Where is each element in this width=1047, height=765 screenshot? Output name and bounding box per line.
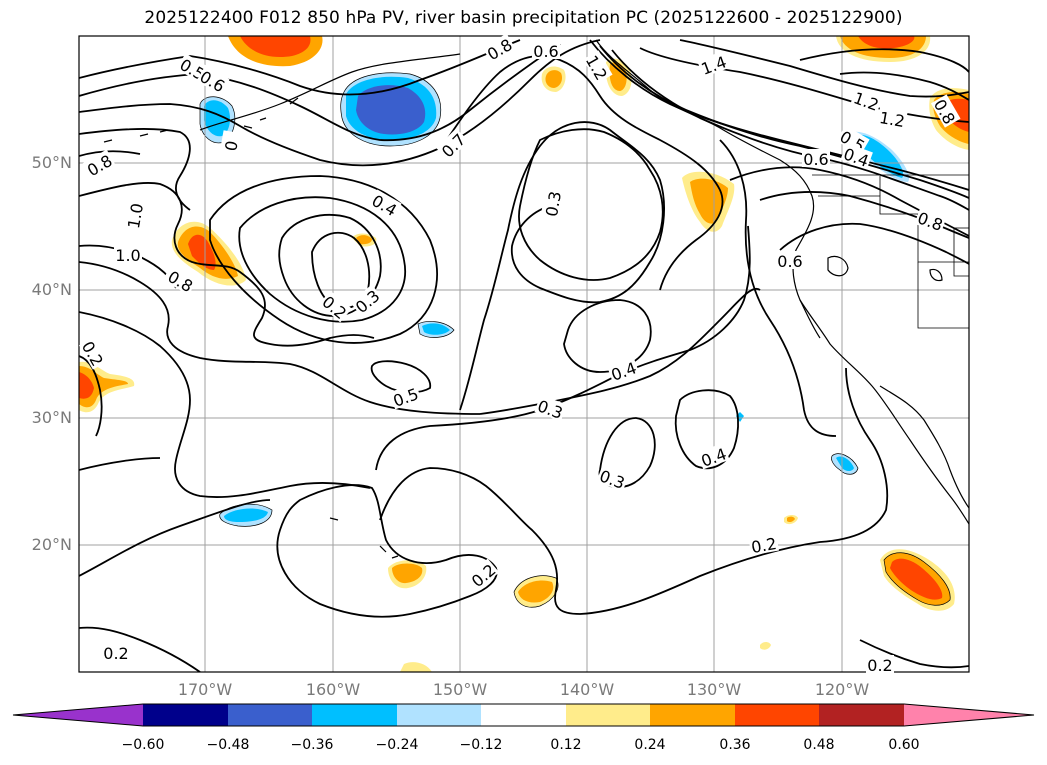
colorbar-extend-max xyxy=(904,704,1034,726)
colorbar-segment xyxy=(481,704,566,726)
colorbar-tick-label: −0.48 xyxy=(206,737,250,753)
colorbar-segment xyxy=(735,704,819,726)
contour-label-background xyxy=(596,464,629,492)
contour-label: 0.6 xyxy=(533,42,558,61)
positive-anomaly-shading xyxy=(79,36,969,672)
contour-label-background xyxy=(697,50,730,78)
colorbar-extend-min xyxy=(13,704,143,726)
contour-label-background xyxy=(532,41,560,59)
contour-label-background xyxy=(102,643,130,661)
contour-label-background xyxy=(914,206,947,234)
contour-label: 0.2 xyxy=(867,656,892,675)
contour-label-background xyxy=(368,189,402,220)
colorbar-tick-label: 0.24 xyxy=(634,737,666,753)
contour-label-background xyxy=(350,284,384,317)
contour-label-background xyxy=(82,149,116,180)
contour-label: 0.2 xyxy=(750,534,778,557)
contour-label: 1.0 xyxy=(124,202,147,230)
colorbar-outline xyxy=(12,703,1035,727)
contour-label-background xyxy=(802,149,830,167)
lat-tick-label: 50°N xyxy=(31,153,72,172)
lat-tick-label: 20°N xyxy=(31,535,72,554)
lat-tick-label: 40°N xyxy=(31,280,72,299)
lon-tick-label: 130°W xyxy=(686,680,742,699)
contour-label-background xyxy=(540,188,564,220)
contour-label-background xyxy=(114,245,142,263)
contour-label: 0.2 xyxy=(103,644,128,663)
contour-label-background xyxy=(697,442,730,470)
figure-title: 2025122400 F012 850 hPa PV, river basin … xyxy=(144,8,903,28)
contour-label: 0.6 xyxy=(777,252,802,271)
contour-label-background xyxy=(218,130,242,162)
contour-label-background xyxy=(436,128,469,161)
colorbar xyxy=(12,703,1035,727)
colorbar-tick-label: 0.48 xyxy=(803,737,835,753)
political-borders xyxy=(812,174,969,329)
colorbar-tick-label: −0.60 xyxy=(121,737,165,753)
colorbar-tick-label: −0.12 xyxy=(459,737,503,753)
lon-tick-label: 160°W xyxy=(305,680,361,699)
contour-label-background xyxy=(482,33,516,64)
colorbar-segment xyxy=(143,704,228,726)
colorbar-segment xyxy=(650,704,735,726)
contour-label-background xyxy=(748,532,780,556)
contour-label-background xyxy=(850,86,883,114)
contour-label: 0.3 xyxy=(542,190,565,218)
colorbar-segment xyxy=(397,704,481,726)
contour-label-background xyxy=(122,200,146,232)
contour-labels: 0.50.601.00.80.70.80.61.21.41.21.20.80.5… xyxy=(78,33,961,675)
pv-contours xyxy=(79,39,969,672)
contour-label-background xyxy=(876,106,908,130)
contour-label-background xyxy=(466,558,500,591)
map-frame xyxy=(78,35,970,673)
contour-label-background xyxy=(318,290,352,323)
lon-tick-label: 140°W xyxy=(559,680,615,699)
contour-label: 0.6 xyxy=(803,150,828,169)
contour-label: 0 xyxy=(221,139,241,152)
colorbar-tick-label: −0.36 xyxy=(290,737,334,753)
colorbar-segment xyxy=(312,704,397,726)
lon-tick-label: 150°W xyxy=(432,680,488,699)
colorbar-tick-label: −0.24 xyxy=(375,737,419,753)
colorbar-tick-label: 0.60 xyxy=(888,737,920,753)
contour-label-background xyxy=(78,336,109,370)
lon-tick-label: 170°W xyxy=(177,680,233,699)
contour-label: 1.0 xyxy=(115,246,140,265)
contour-label-background xyxy=(776,251,804,269)
colorbar-segment xyxy=(566,704,650,726)
contour-label-background xyxy=(930,94,961,128)
lon-tick-label: 120°W xyxy=(814,680,870,699)
contour-label-background xyxy=(164,265,198,296)
contour-label-background xyxy=(534,394,567,422)
colorbar-tick-label: 0.12 xyxy=(550,737,582,753)
contour-label: 1.2 xyxy=(878,108,906,131)
colorbar-segment xyxy=(819,704,904,726)
contour-label-background xyxy=(196,65,230,96)
contour-label-background xyxy=(607,356,640,384)
negative-anomaly-shading xyxy=(200,72,910,527)
contour-label-background xyxy=(836,125,870,156)
colorbar-segment xyxy=(228,704,312,726)
contour-label-background xyxy=(582,50,613,84)
colorbar-tick-label: 0.36 xyxy=(719,737,751,753)
contour-label-background xyxy=(389,382,422,410)
lat-tick-label: 30°N xyxy=(31,408,72,427)
contour-label-background xyxy=(866,655,894,673)
contour-label-background xyxy=(840,142,873,170)
